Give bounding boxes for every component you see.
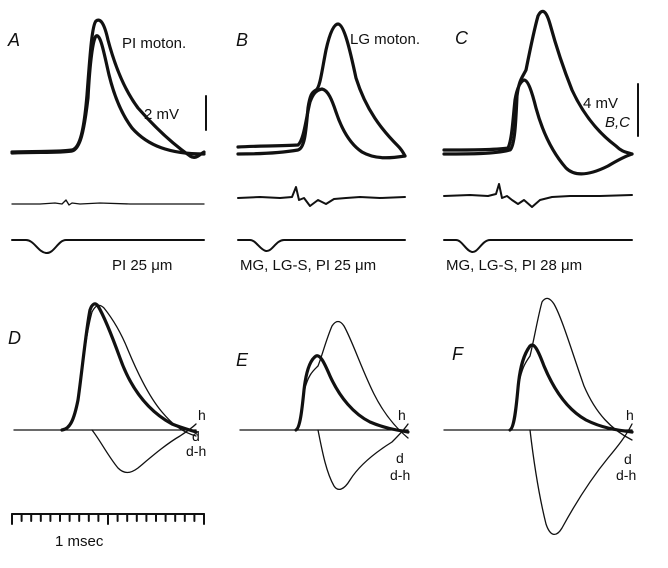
a-stimulus-trace: [11, 239, 205, 254]
a-trace-small: [10, 34, 206, 156]
d-label-d-h: d-h: [186, 443, 206, 459]
b-stimulus-label: MG, LG-S, PI 25 μm: [240, 257, 376, 274]
panel-a: A PI moton. 2 mV PI 25 μm: [7, 18, 207, 274]
panel-e: E h d d-h: [236, 320, 410, 491]
bc-neuron-label: LG moton.: [350, 31, 420, 48]
panel-label-d: D: [8, 328, 21, 348]
c-stimulus-label: MG, LG-S, PI 28 μm: [446, 257, 582, 274]
panel-f: F h d d-h: [443, 297, 636, 535]
panel-d: D h d d-h 1 msec: [8, 302, 206, 550]
a-scale-label: 2 mV: [144, 106, 179, 123]
time-scale-label: 1 msec: [55, 533, 104, 550]
b-trace-large: [236, 22, 407, 158]
d-label-h: h: [198, 407, 206, 423]
panel-label-a: A: [7, 30, 20, 50]
f-label-d-h: d-h: [616, 467, 636, 483]
f-label-h: h: [626, 407, 634, 423]
b-extracellular-trace: [237, 186, 406, 207]
panel-label-f: F: [452, 344, 464, 364]
panel-label-b: B: [236, 30, 248, 50]
c-trace-small: [442, 78, 634, 176]
e-curve-d: [295, 320, 409, 439]
d-curve-d-minus-h: [91, 423, 197, 474]
b-trace-small: [236, 87, 407, 160]
panel-b: B LG moton. MG, LG-S, PI 25 μm: [236, 22, 420, 274]
e-label-d: d: [396, 450, 404, 466]
f-label-d: d: [624, 451, 632, 467]
e-curve-d-minus-h: [317, 423, 409, 491]
c-stimulus-trace: [443, 239, 633, 253]
a-extracellular-trace: [11, 199, 205, 206]
a-stimulus-label: PI 25 μm: [112, 257, 172, 274]
d-curve-d: [61, 304, 197, 437]
time-scale-bar: [11, 513, 205, 525]
f-curve-d-minus-h: [529, 423, 633, 535]
bc-scale-panels: B,C: [605, 114, 630, 131]
a-neuron-label: PI moton.: [122, 35, 186, 52]
e-label-d-h: d-h: [390, 467, 410, 483]
panel-label-c: C: [455, 28, 469, 48]
bc-scale-label: 4 mV: [583, 95, 618, 112]
c-trace-large: [442, 9, 634, 156]
c-extracellular-trace: [443, 183, 633, 208]
b-stimulus-trace: [237, 239, 406, 252]
d-label-d: d: [192, 428, 200, 444]
panel-label-e: E: [236, 350, 249, 370]
f-curve-d: [509, 297, 633, 441]
e-label-h: h: [398, 407, 406, 423]
panel-c: C 4 mV B,C MG, LG-S, PI 28 μm: [442, 9, 639, 274]
